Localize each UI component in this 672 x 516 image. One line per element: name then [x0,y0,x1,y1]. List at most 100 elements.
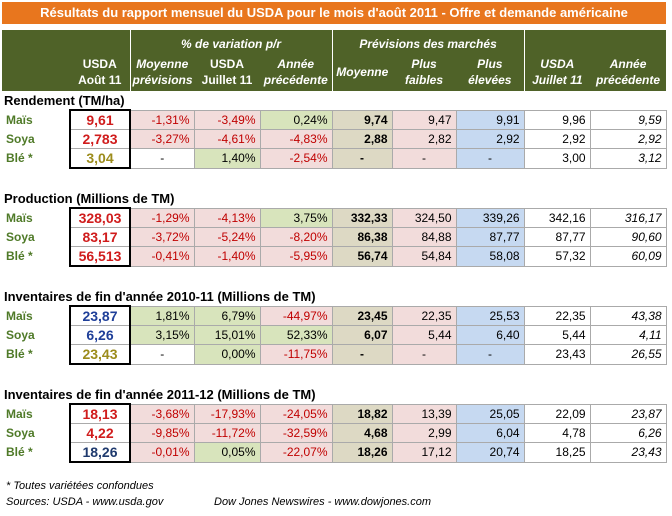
row-label: Blé * [6,151,33,166]
main-value: 2,783 [69,129,131,149]
row-label: Maïs [6,308,33,323]
cell: - [391,148,457,169]
cell: 2,99 [391,423,457,443]
data-row: Blé * 56,513 -0,41% -1,40% -5,95% 56,74 54,84 5… [2,246,667,267]
header-column: Année précédente [590,55,667,91]
cell: 23,43 [523,344,591,365]
cell: -5,95% [259,246,333,267]
cell: -9,85% [129,423,195,443]
header-column: USDA Juillet 11 [194,55,260,91]
cell: 22,09 [523,403,591,424]
header-group: Prévisions des marchés [331,30,525,55]
cell: -8,20% [259,227,333,247]
cell: - [455,148,525,169]
data-row: Maïs 18,13 -3,68% -17,93% -24,05% 18,82 13,39 2… [2,403,667,424]
cell: 5,44 [523,325,591,345]
row-label: Maïs [6,406,33,421]
cell: -3,68% [129,403,195,424]
cell: 9,91 [455,109,525,130]
cell: 86,38 [331,227,393,247]
cell: 6,07 [331,325,393,345]
header-column: Année précédente [260,55,333,91]
cell: 60,09 [589,246,667,267]
cell: 54,84 [391,246,457,267]
main-value: 6,26 [69,325,131,345]
section-title: Production (Millions de TM) [4,190,175,206]
cell: 9,59 [589,109,667,130]
header-blank [2,30,70,91]
section-row: Rendement (TM/ha) [2,91,666,110]
cell: 2,92 [523,129,591,149]
cell: 23,45 [331,305,393,326]
cell: 43,38 [589,305,667,326]
main-value: 9,61 [69,109,131,130]
cell: 0,05% [193,442,261,463]
cell: 52,33% [259,325,333,345]
data-row: Maïs 328,03 -1,29% -4,13% 3,75% 332,33 324,50 3… [2,207,667,228]
data-row: Blé * 3,04-1,40% -2,54% - - -3,00 3,12 [2,148,667,169]
cell: 6,40 [455,325,525,345]
header-column: Plus faibles [392,55,457,91]
cell: 58,08 [455,246,525,267]
cell: 57,32 [523,246,591,267]
section-row: Inventaires de fin d'année 2010-11 (Mill… [2,287,666,306]
header-column: USDA Juillet 11 [523,55,591,91]
cell: 18,25 [523,442,591,463]
spacer [2,266,666,287]
cell: 2,92 [589,129,667,149]
cell: -44,97% [259,305,333,326]
cell: 6,26 [589,423,667,443]
section-title: Inventaires de fin d'année 2010-11 (Mill… [4,288,316,304]
row-label: Blé * [6,445,33,460]
footnote: Sources: USDA - www.usda.gov [6,496,164,508]
cell: - [331,344,393,365]
header-group: % de variation p/r [129,30,333,55]
main-value: 56,513 [69,246,131,267]
cell: 26,55 [589,344,667,365]
cell: 15,01% [193,325,261,345]
row-label: Blé * [6,249,33,264]
data-row: Soya 83,17 -3,72% -5,24% -8,20% 86,38 84,88 87,… [2,227,667,247]
cell: -1,31% [129,109,195,130]
main-value: 18,26 [69,442,131,463]
cell: 22,35 [391,305,457,326]
data-row: Soya 4,22 -9,85% -11,72% -32,59% 4,68 2,99 6,04… [2,423,667,443]
cell: -3,72% [129,227,195,247]
cell: 25,05 [455,403,525,424]
main-value: 328,03 [69,207,131,228]
main-value: 83,17 [69,227,131,247]
cell: 332,33 [331,207,393,228]
cell: 2,82 [391,129,457,149]
data-row: Blé * 23,43-0,00% -11,75% - - -23,43 26,55 [2,344,667,365]
spacer [2,168,666,189]
cell: 3,00 [523,148,591,169]
cell: 23,43 [589,442,667,463]
cell: 324,50 [391,207,457,228]
cell: -22,07% [259,442,333,463]
cell: 18,26 [331,442,393,463]
section-title: Inventaires de fin d'année 2011-12 (Mill… [4,386,316,402]
cell: 22,35 [523,305,591,326]
header-column: Plus élevées [456,55,525,91]
cell: 13,39 [391,403,457,424]
cell: -1,40% [193,246,261,267]
section-row: Inventaires de fin d'année 2011-12 (Mill… [2,385,666,404]
cell: - [455,344,525,365]
cell: 4,11 [589,325,667,345]
cell: 9,74 [331,109,393,130]
cell: 56,74 [331,246,393,267]
cell: -17,93% [193,403,261,424]
cell: -0,41% [129,246,195,267]
data-row: Blé * 18,26 -0,01% 0,05% -22,07% 18,26 17,12 20… [2,442,667,463]
cell: 342,16 [523,207,591,228]
table-body: Rendement (TM/ha) Maïs 9,61 -1,31% -3,49% 0,2… [2,91,667,463]
cell: 4,68 [331,423,393,443]
cell: 90,60 [589,227,667,247]
cell: -3,27% [129,129,195,149]
cell: 6,04 [455,423,525,443]
cell: 6,79% [193,305,261,326]
cell: 87,77 [455,227,525,247]
cell: 3,15% [129,325,195,345]
cell: -4,83% [259,129,333,149]
